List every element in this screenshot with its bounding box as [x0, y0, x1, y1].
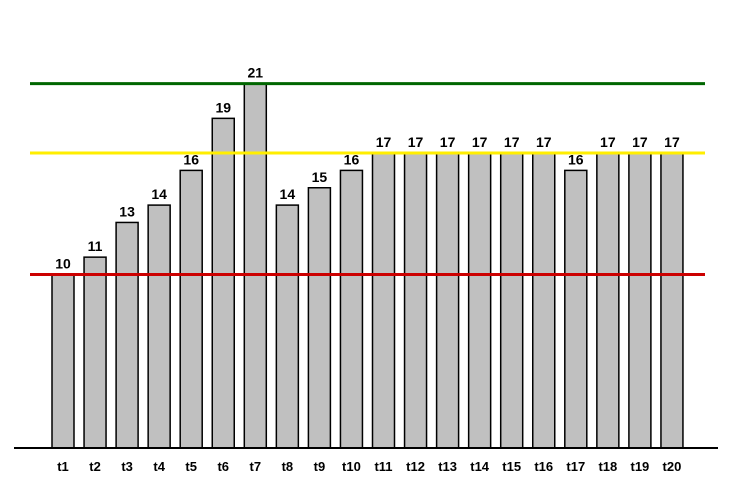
- category-label-t11: t11: [374, 459, 392, 474]
- category-label-t18: t18: [598, 459, 617, 474]
- value-label-t16: 17: [536, 134, 552, 150]
- category-label-t15: t15: [502, 459, 521, 474]
- value-label-t20: 17: [664, 134, 680, 150]
- category-label-t17: t17: [566, 459, 585, 474]
- value-label-t14: 17: [472, 134, 488, 150]
- category-label-t19: t19: [631, 459, 650, 474]
- category-labels-group: t1 t2 t3 t4 t5 t6 t7 t8 t9 t10 t11 t12 t13 t14 t15 t16 t…: [57, 459, 681, 474]
- bar-t12: [403, 152, 428, 449]
- value-label-t9: 15: [312, 169, 328, 185]
- value-label-t15: 17: [504, 134, 520, 150]
- value-label-t7: 21: [248, 65, 264, 81]
- category-label-t12: t12: [406, 459, 425, 474]
- value-labels-group: 10 11 13 14 16 19 21 14 15 16 17 17 17 17 17 17 16 17 17 17: [55, 65, 680, 272]
- bar-t14: [467, 152, 492, 449]
- bar-t11: [371, 152, 396, 449]
- bar-t15: [499, 152, 524, 449]
- category-label-t3: t3: [121, 459, 133, 474]
- bar-t13: [435, 152, 460, 449]
- value-label-t19: 17: [632, 134, 648, 150]
- bar-t7: [243, 82, 268, 449]
- bar-t19: [628, 152, 652, 449]
- value-label-t2: 11: [88, 238, 103, 254]
- value-label-t8: 14: [280, 186, 296, 202]
- category-label-t5: t5: [185, 459, 197, 474]
- category-label-t7: t7: [250, 459, 262, 474]
- category-label-t9: t9: [314, 459, 326, 474]
- value-label-t13: 17: [440, 134, 456, 150]
- bar-t1: [51, 273, 75, 449]
- bar-t5: [179, 169, 203, 449]
- bar-t17: [564, 169, 588, 449]
- value-label-t17: 16: [568, 151, 584, 167]
- value-label-t4: 14: [151, 186, 167, 202]
- bar-t2: [83, 256, 107, 449]
- value-label-t18: 17: [600, 134, 616, 150]
- value-label-t10: 16: [344, 151, 360, 167]
- bar-t9: [307, 187, 332, 449]
- category-label-t8: t8: [282, 459, 294, 474]
- category-label-t6: t6: [217, 459, 229, 474]
- value-label-t6: 19: [215, 99, 231, 115]
- bar-t8: [275, 204, 300, 449]
- value-label-t3: 13: [119, 203, 135, 219]
- bar-t16: [532, 152, 556, 449]
- category-label-t14: t14: [470, 459, 490, 474]
- category-label-t20: t20: [663, 459, 682, 474]
- category-label-t10: t10: [342, 459, 361, 474]
- value-label-t5: 16: [183, 151, 199, 167]
- bar-t20: [660, 152, 684, 449]
- bar-t4: [147, 204, 171, 449]
- category-label-t1: t1: [57, 459, 69, 474]
- category-label-t2: t2: [89, 459, 101, 474]
- category-label-t16: t16: [534, 459, 553, 474]
- bar-t3: [115, 221, 139, 449]
- category-label-t13: t13: [438, 459, 457, 474]
- category-label-t4: t4: [153, 459, 165, 474]
- value-label-t1: 10: [55, 256, 71, 272]
- bar-t6: [211, 117, 235, 449]
- bar-t18: [596, 152, 620, 449]
- reference-lines-group: [30, 82, 705, 276]
- bar-t10: [339, 169, 364, 449]
- bars-group: [51, 82, 684, 449]
- value-label-t12: 17: [408, 134, 424, 150]
- value-label-t11: 17: [376, 134, 392, 150]
